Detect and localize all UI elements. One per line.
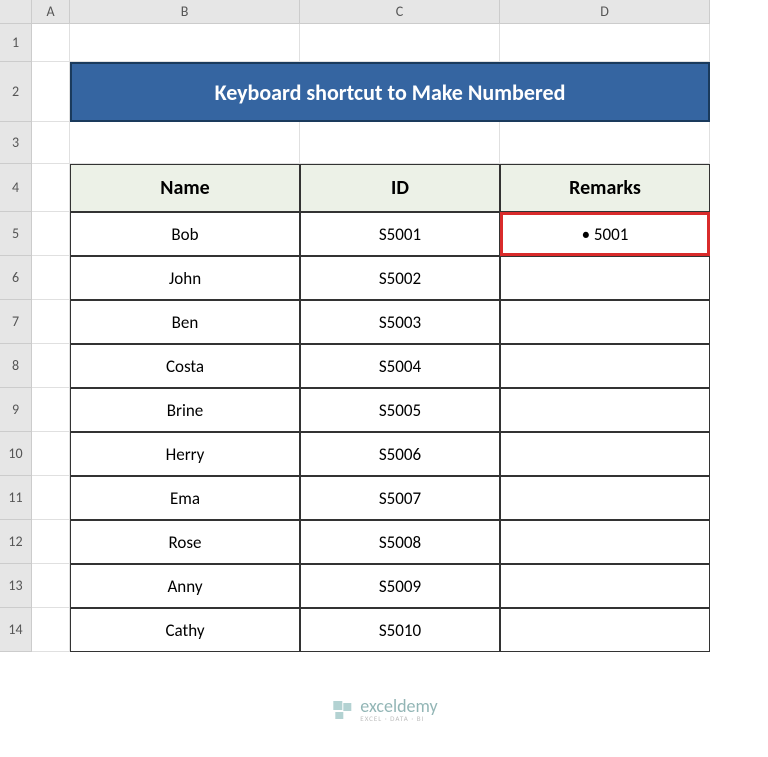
cell[interactable] [32,564,70,608]
col-header-c[interactable]: C [300,0,500,24]
id-cell[interactable]: S5003 [300,300,500,344]
cell[interactable] [500,122,710,164]
id-cell[interactable]: S5010 [300,608,500,652]
row-headers: 1234567891011121314 [0,24,32,652]
row-header-3[interactable]: 3 [0,122,32,164]
row-header-14[interactable]: 14 [0,608,32,652]
cell[interactable] [32,164,70,212]
grid-row: RoseS5008 [32,520,710,564]
id-cell[interactable]: S5007 [300,476,500,520]
grid: Keyboard shortcut to Make Numbered NameID… [32,24,710,652]
name-cell[interactable]: Costa [70,344,300,388]
column-headers: ABCD [32,0,710,24]
grid-row: Keyboard shortcut to Make Numbered [32,62,710,122]
remarks-cell[interactable] [500,344,710,388]
name-cell[interactable]: Rose [70,520,300,564]
row-header-9[interactable]: 9 [0,388,32,432]
grid-row: BrineS5005 [32,388,710,432]
id-cell[interactable]: S5002 [300,256,500,300]
grid-row: BenS5003 [32,300,710,344]
grid-row: HerryS5006 [32,432,710,476]
row-header-11[interactable]: 11 [0,476,32,520]
watermark-sub: EXCEL · DATA · BI [360,715,437,722]
remarks-cell[interactable] [500,564,710,608]
grid-row: JohnS5002 [32,256,710,300]
row-header-4[interactable]: 4 [0,164,32,212]
remarks-cell[interactable] [500,300,710,344]
remarks-cell[interactable] [500,608,710,652]
remarks-cell[interactable] [500,432,710,476]
remarks-cell[interactable] [500,256,710,300]
cell[interactable] [70,24,300,62]
logo-icon [330,698,354,722]
grid-row [32,24,710,62]
grid-row: BobS5001• 5001 [32,212,710,256]
row-header-5[interactable]: 5 [0,212,32,256]
cell[interactable] [500,24,710,62]
remarks-cell[interactable] [500,388,710,432]
cell[interactable] [32,62,70,122]
row-header-7[interactable]: 7 [0,300,32,344]
col-header-d[interactable]: D [500,0,710,24]
corner-cell[interactable] [0,0,32,24]
cell[interactable] [32,256,70,300]
id-cell[interactable]: S5009 [300,564,500,608]
watermark: exceldemy EXCEL · DATA · BI [330,697,437,722]
cell[interactable] [70,122,300,164]
row-header-13[interactable]: 13 [0,564,32,608]
row-header-6[interactable]: 6 [0,256,32,300]
table-header[interactable]: Name [70,164,300,212]
grid-row: NameIDRemarks [32,164,710,212]
watermark-main: exceldemy [360,697,437,715]
cell[interactable] [300,24,500,62]
row-header-1[interactable]: 1 [0,24,32,62]
id-cell[interactable]: S5001 [300,212,500,256]
name-cell[interactable]: Herry [70,432,300,476]
cell[interactable] [32,122,70,164]
cell[interactable] [32,300,70,344]
cell[interactable] [32,344,70,388]
grid-row: EmaS5007 [32,476,710,520]
table-header[interactable]: Remarks [500,164,710,212]
cell[interactable] [32,388,70,432]
name-cell[interactable]: Anny [70,564,300,608]
id-cell[interactable]: S5005 [300,388,500,432]
remarks-cell[interactable] [500,476,710,520]
col-header-a[interactable]: A [32,0,70,24]
remarks-cell[interactable] [500,520,710,564]
name-cell[interactable]: Bob [70,212,300,256]
row-header-2[interactable]: 2 [0,62,32,122]
name-cell[interactable]: Cathy [70,608,300,652]
cell[interactable] [32,608,70,652]
cell[interactable] [32,212,70,256]
title-cell[interactable]: Keyboard shortcut to Make Numbered [70,62,710,122]
id-cell[interactable]: S5006 [300,432,500,476]
cell[interactable] [300,122,500,164]
remarks-cell[interactable]: • 5001 [500,212,710,256]
cell[interactable] [32,24,70,62]
cell[interactable] [32,476,70,520]
col-header-b[interactable]: B [70,0,300,24]
id-cell[interactable]: S5004 [300,344,500,388]
name-cell[interactable]: Ben [70,300,300,344]
spreadsheet: ABCD 1234567891011121314 Keyboard shortc… [0,0,768,757]
name-cell[interactable]: Ema [70,476,300,520]
grid-row: AnnyS5009 [32,564,710,608]
cell[interactable] [32,432,70,476]
cell[interactable] [32,520,70,564]
grid-row: CostaS5004 [32,344,710,388]
row-header-8[interactable]: 8 [0,344,32,388]
id-cell[interactable]: S5008 [300,520,500,564]
name-cell[interactable]: Brine [70,388,300,432]
row-header-10[interactable]: 10 [0,432,32,476]
grid-row: CathyS5010 [32,608,710,652]
table-header[interactable]: ID [300,164,500,212]
row-header-12[interactable]: 12 [0,520,32,564]
grid-row [32,122,710,164]
name-cell[interactable]: John [70,256,300,300]
